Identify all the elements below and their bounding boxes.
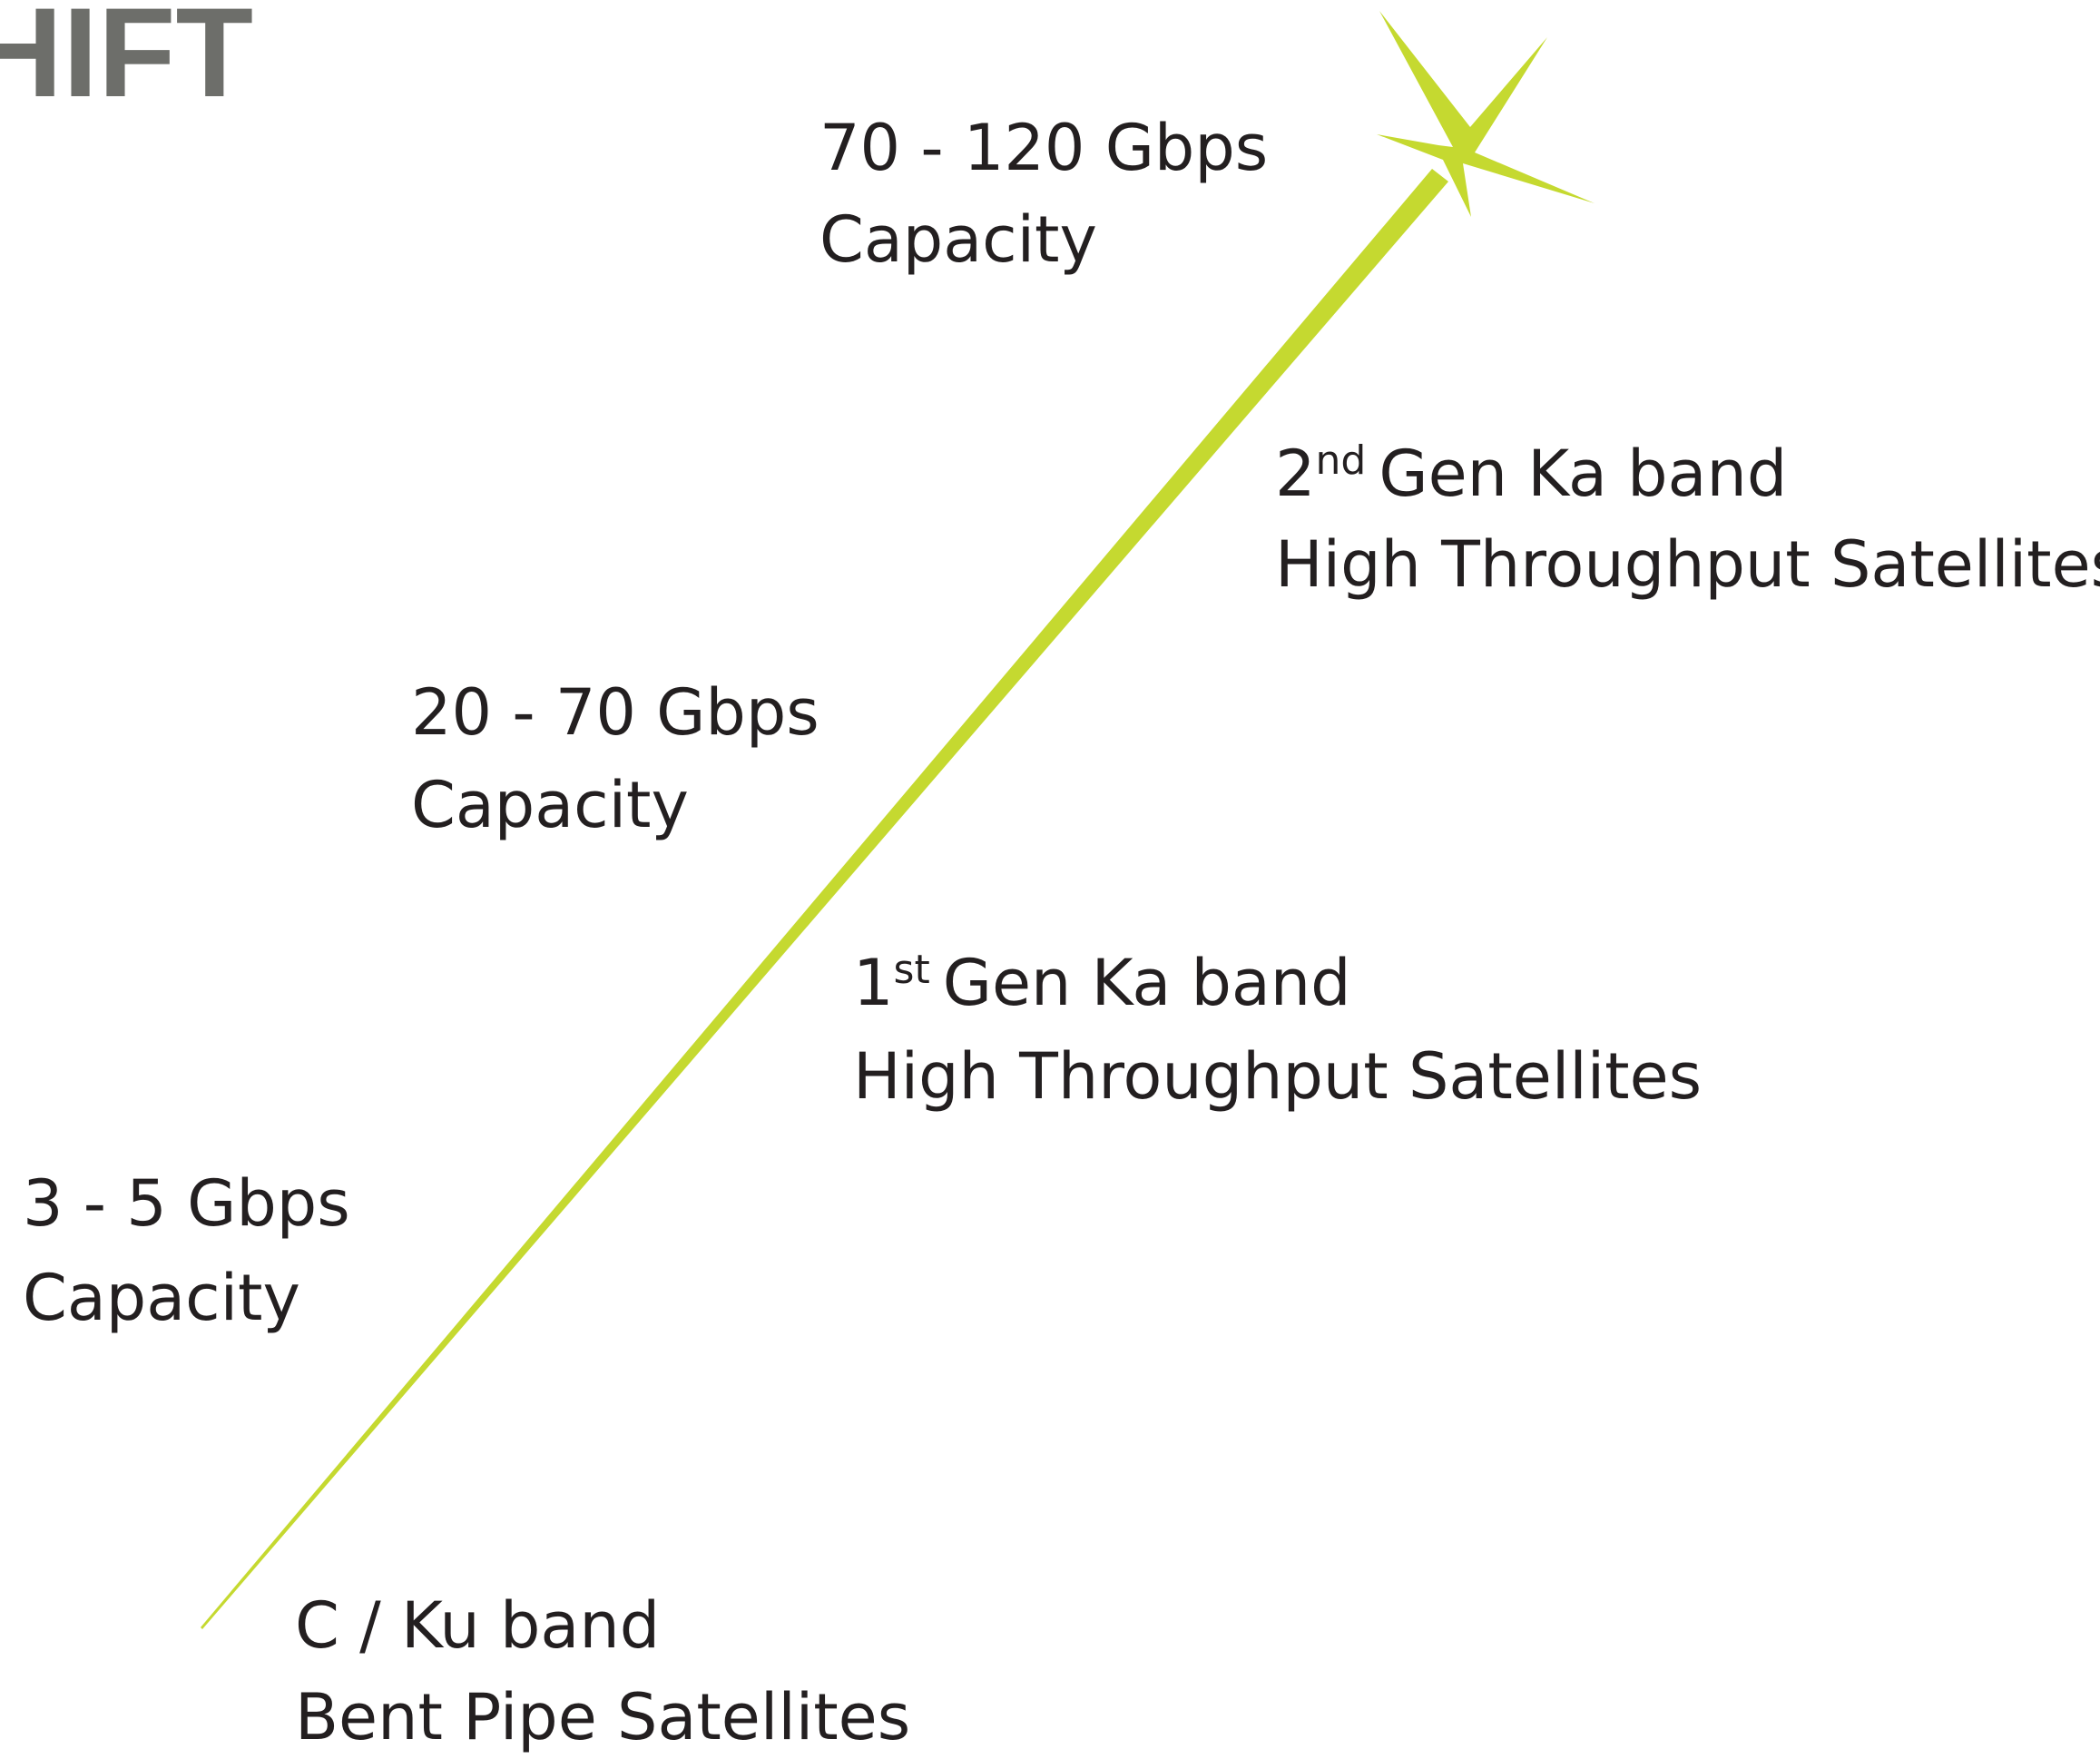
capacity-value: 20 - 70 Gbps [411, 675, 819, 750]
capacity-label: Capacity [411, 768, 689, 842]
technology-title: 1st Gen Ka band [853, 946, 1351, 1020]
capacity-value: 70 - 120 Gbps [819, 111, 1268, 185]
technology-type: Bent Pipe Satellites [295, 1680, 910, 1754]
diagram: HIFT 70 - 120 Gbps Capacity 2nd Gen Ka ba… [0, 0, 2100, 1759]
generation-number: 2 [1275, 437, 1316, 511]
technology-type: High Throughput Satellites [1275, 527, 2100, 602]
capacity-label: Capacity [819, 202, 1097, 277]
technology-title: C / Ku band [295, 1588, 660, 1663]
generation-number: 1 [853, 946, 894, 1020]
header-title: HIFT [0, 0, 253, 123]
technology-band: Gen Ka band [1379, 437, 1787, 511]
technology-type: High Throughput Satellites [853, 1039, 1702, 1114]
generation-suffix: nd [1316, 437, 1367, 484]
star-burst [1377, 11, 1595, 217]
capacity-value: 3 - 5 Gbps [23, 1166, 350, 1241]
technology-band: Gen Ka band [943, 946, 1351, 1020]
technology-title: 2nd Gen Ka band [1275, 437, 1787, 511]
growth-arrow [201, 169, 1448, 1629]
page: {"header": {"title": "HIFT"}, "stages": … [0, 0, 2100, 1759]
generation-suffix: st [894, 947, 930, 993]
capacity-label: Capacity [23, 1261, 300, 1335]
